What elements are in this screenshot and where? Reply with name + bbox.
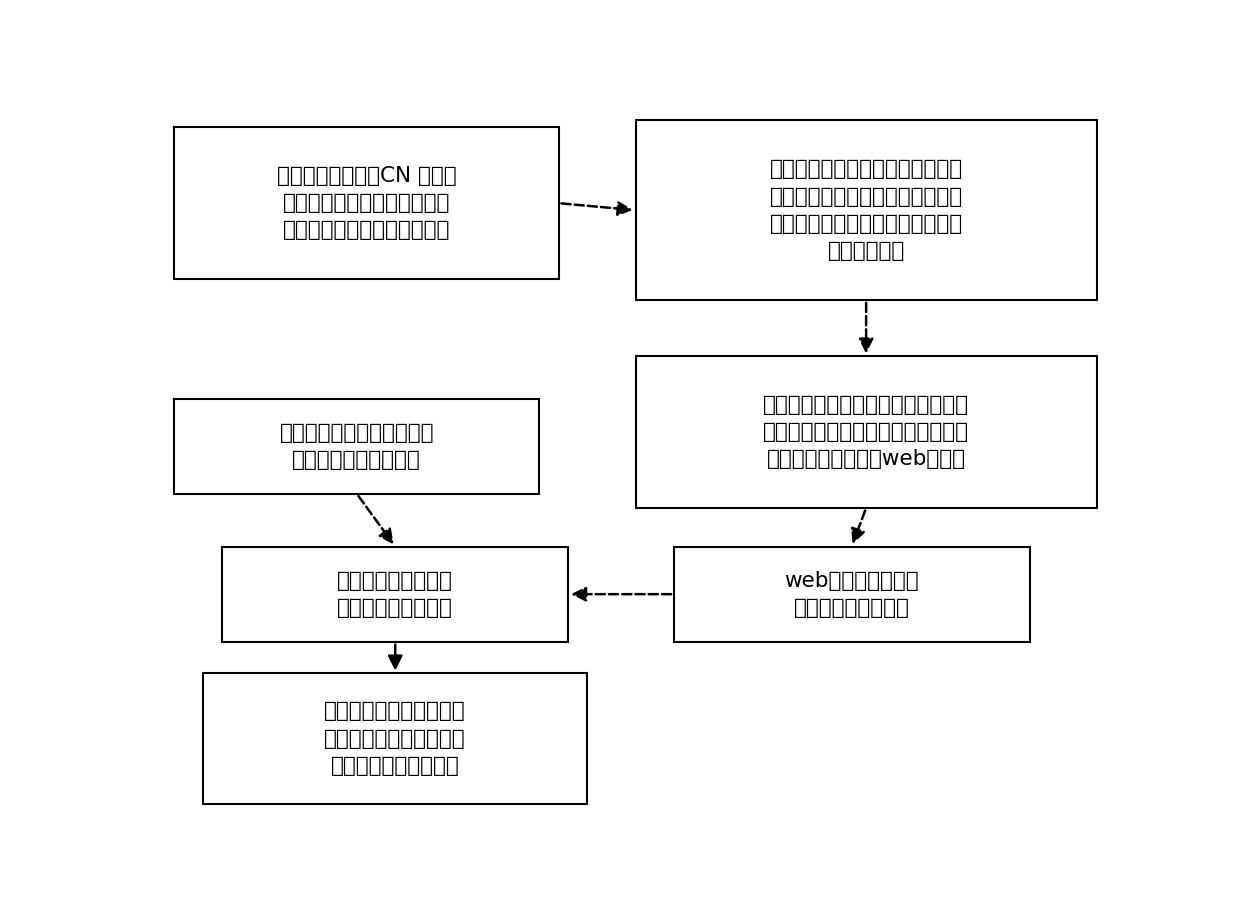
Bar	[635, 121, 1096, 300]
Text: 公众通过二维码解码设备
扫描二维码获得当前危化
品理化性质与应急方法: 公众通过二维码解码设备 扫描二维码获得当前危化 品理化性质与应急方法	[325, 702, 466, 776]
FancyArrowPatch shape	[861, 303, 872, 350]
Text: 管理人员经资料管理服务器审核通
过且驾押人员通过在线测试后，资
料管理服务器提示驾押人员及管理
人员开始运输: 管理人员经资料管理服务器审核通 过且驾押人员通过在线测试后，资 料管理服务器提示…	[770, 159, 962, 261]
Bar	[203, 673, 588, 803]
FancyArrowPatch shape	[574, 588, 671, 600]
FancyArrowPatch shape	[562, 202, 630, 215]
Text: 二维码被喷涂或印刷
在危化品运输车辆上: 二维码被喷涂或印刷 在危化品运输车辆上	[337, 571, 453, 618]
FancyArrowPatch shape	[358, 496, 392, 542]
Bar	[174, 399, 539, 494]
Bar	[174, 127, 558, 279]
Text: 驾押人员将危化品CN 、驾押
人员信息、运输信息通过数据
采集器上传至资料管理服务器: 驾押人员将危化品CN 、驾押 人员信息、运输信息通过数据 采集器上传至资料管理服…	[277, 166, 456, 241]
Bar	[675, 546, 1029, 641]
Bar	[222, 546, 568, 641]
Text: web服务器根据收到
的内容生成新的网页: web服务器根据收到 的内容生成新的网页	[785, 571, 919, 618]
FancyArrowPatch shape	[852, 511, 866, 542]
Bar	[635, 356, 1096, 508]
FancyArrowPatch shape	[389, 644, 402, 668]
Text: 资料管理服务器调用危化品基础数据
库服务器的内容将理化性质与应急方
法连同二维码发送给web服务器: 资料管理服务器调用危化品基础数据 库服务器的内容将理化性质与应急方 法连同二维码…	[763, 395, 970, 469]
Text: 资料管理服务器生成与每台
运输车辆对应的二维码: 资料管理服务器生成与每台 运输车辆对应的二维码	[279, 423, 434, 469]
